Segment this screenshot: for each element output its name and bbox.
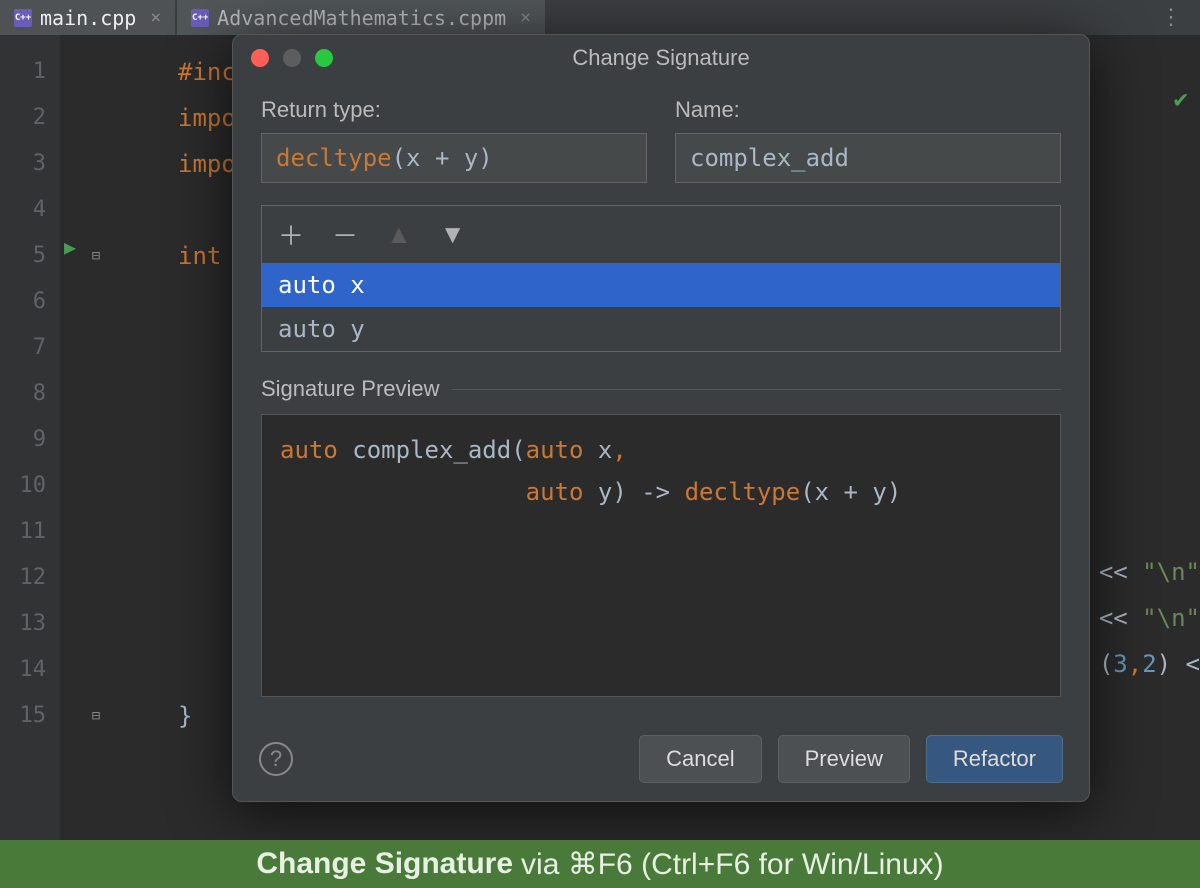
- parameter-row[interactable]: auto x: [262, 263, 1060, 307]
- name-input[interactable]: complex_add: [675, 133, 1061, 183]
- move-down-icon[interactable]: ▼: [440, 219, 466, 250]
- dialog-title: Change Signature: [572, 45, 749, 71]
- signature-preview: auto complex_add(auto x, auto y) -> decl…: [261, 414, 1061, 697]
- minimize-window-icon[interactable]: [283, 49, 301, 67]
- parameters-box: ＋ － ▲ ▼ auto x auto y: [261, 205, 1061, 352]
- tip-title: Change Signature: [256, 847, 513, 881]
- maximize-window-icon[interactable]: [315, 49, 333, 67]
- return-type-input[interactable]: decltype(x + y): [261, 133, 647, 183]
- parameters-list[interactable]: auto x auto y: [262, 263, 1060, 351]
- fold-marker-icon[interactable]: ⊟: [84, 233, 108, 279]
- tabs-overflow-icon[interactable]: ⋮: [1160, 5, 1200, 30]
- dialog-footer: ? Cancel Preview Refactor: [233, 717, 1089, 801]
- line-gutter: 123456789101112131415: [0, 35, 60, 840]
- dialog-titlebar[interactable]: Change Signature: [233, 35, 1089, 81]
- add-param-icon[interactable]: ＋: [278, 216, 304, 253]
- parameters-toolbar: ＋ － ▲ ▼: [262, 206, 1060, 263]
- close-icon[interactable]: ×: [150, 7, 161, 28]
- inspection-ok-icon[interactable]: ✔: [1174, 85, 1188, 113]
- tab-advanced-math[interactable]: C++ AdvancedMathematics.cppm ×: [177, 0, 545, 35]
- tip-banner: Change Signature via ⌘F6 (Ctrl+F6 for Wi…: [0, 840, 1200, 888]
- parameter-row[interactable]: auto y: [262, 307, 1060, 351]
- dialog-body: Return type: decltype(x + y) Name: compl…: [233, 81, 1089, 717]
- run-icon[interactable]: ▶: [64, 235, 76, 259]
- tab-label: main.cpp: [40, 6, 136, 30]
- change-signature-dialog: Change Signature Return type: decltype(x…: [232, 34, 1090, 802]
- cpp-file-icon: C++: [191, 9, 209, 27]
- editor-tabs: C++ main.cpp × C++ AdvancedMathematics.c…: [0, 0, 1200, 35]
- close-icon[interactable]: ×: [520, 7, 531, 28]
- preview-label: Signature Preview: [261, 376, 1061, 402]
- fold-column: ⊟ ⊟: [84, 49, 108, 739]
- refactor-button[interactable]: Refactor: [926, 735, 1063, 783]
- name-label: Name:: [675, 97, 1061, 123]
- return-type-label: Return type:: [261, 97, 647, 123]
- tip-text: via ⌘F6 (Ctrl+F6 for Win/Linux): [521, 847, 944, 882]
- cancel-button[interactable]: Cancel: [639, 735, 761, 783]
- help-button[interactable]: ?: [259, 742, 293, 776]
- preview-button[interactable]: Preview: [778, 735, 910, 783]
- move-up-icon[interactable]: ▲: [386, 219, 412, 250]
- fold-marker-icon[interactable]: ⊟: [84, 693, 108, 739]
- cpp-file-icon: C++: [14, 9, 32, 27]
- code-right-edge: << "\n" << "\n" (3,2) <: [1099, 549, 1200, 687]
- window-controls: [251, 49, 333, 67]
- close-window-icon[interactable]: [251, 49, 269, 67]
- remove-param-icon[interactable]: －: [332, 216, 358, 253]
- tab-label: AdvancedMathematics.cppm: [217, 6, 506, 30]
- tab-main-cpp[interactable]: C++ main.cpp ×: [0, 0, 175, 35]
